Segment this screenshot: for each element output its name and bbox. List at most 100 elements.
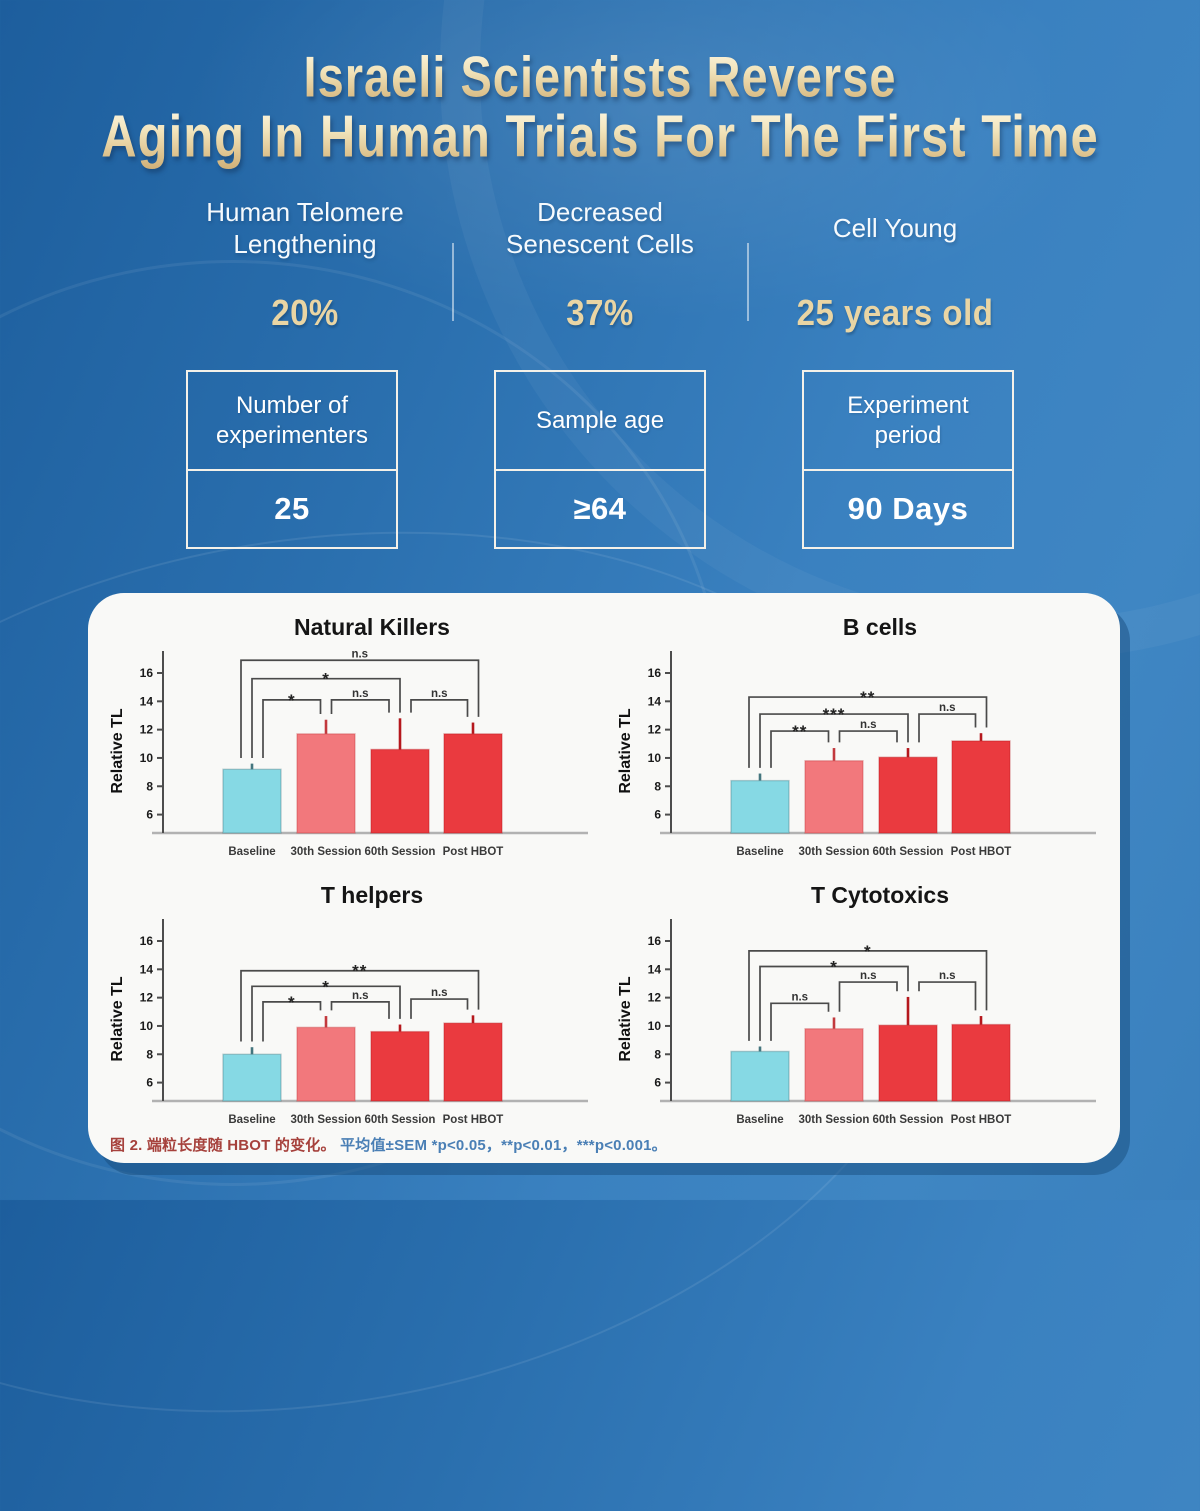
box-value: 90 Days: [804, 469, 1012, 547]
svg-text:14: 14: [140, 694, 154, 708]
stat-telomere-lengthening: Human Telomere Lengthening 20%: [159, 196, 452, 333]
box-label: Sample age: [535, 406, 665, 434]
svg-text:Relative TL: Relative TL: [109, 708, 126, 794]
key-stats-row: Human Telomere Lengthening 20% Decreased…: [120, 196, 1080, 333]
svg-text:n.s: n.s: [352, 688, 369, 700]
chart-t-cytotoxics: T Cytotoxics Relative TL 6 8 10 12 14 16 Baselin…: [604, 873, 1112, 1135]
box-value: 25: [188, 469, 396, 547]
svg-text:30th Session: 30th Session: [799, 846, 870, 858]
svg-text:B cells: B cells: [843, 614, 917, 640]
stat-divider: [746, 243, 749, 321]
svg-text:T helpers: T helpers: [321, 882, 423, 908]
svg-text:60th Session: 60th Session: [365, 1114, 436, 1126]
svg-text:8: 8: [146, 779, 153, 793]
svg-text:60th Session: 60th Session: [365, 846, 436, 858]
svg-text:30th Session: 30th Session: [291, 1114, 362, 1126]
svg-text:*: *: [864, 942, 872, 961]
svg-text:6: 6: [146, 1076, 153, 1090]
charts-panel: Natural Killers Relative TL 6 8 10 12 14 16 Base…: [88, 593, 1120, 1163]
svg-text:Post HBOT: Post HBOT: [443, 846, 504, 858]
box-number-of-experimenters: Number of experimenters 25: [186, 370, 398, 549]
svg-text:16: 16: [140, 934, 154, 948]
svg-text:**: **: [792, 722, 807, 741]
svg-text:6: 6: [146, 808, 153, 822]
box-value: ≥64: [496, 469, 704, 547]
svg-text:Natural Killers: Natural Killers: [294, 614, 450, 640]
svg-text:**: **: [860, 688, 875, 707]
svg-text:60th Session: 60th Session: [873, 846, 944, 858]
stat-senescent-cells: Decreased Senescent Cells 37%: [454, 196, 747, 333]
svg-text:10: 10: [648, 751, 662, 765]
svg-text:n.s: n.s: [431, 987, 448, 999]
box-experiment-period: Experiment period 90 Days: [802, 370, 1014, 549]
box-sample-age: Sample age ≥64: [494, 370, 706, 549]
stat-cell-young: Cell Young 25 years old: [749, 196, 1042, 333]
svg-text:n.s: n.s: [860, 970, 877, 982]
svg-text:14: 14: [648, 694, 662, 708]
stat-value: 20%: [271, 292, 339, 333]
figure-caption-label: 图 2. 端粒长度随 HBOT 的变化。: [110, 1137, 336, 1154]
svg-text:Baseline: Baseline: [228, 1114, 275, 1126]
stat-value: 37%: [566, 292, 634, 333]
bar-chart-svg: T helpers Relative TL 6 8 10 12 14 16 Baseline 30…: [109, 882, 588, 1126]
svg-text:12: 12: [140, 991, 154, 1005]
svg-text:Post HBOT: Post HBOT: [951, 1114, 1012, 1126]
svg-text:Baseline: Baseline: [228, 846, 275, 858]
figure-caption: 图 2. 端粒长度随 HBOT 的变化。 平均值±SEM *p<0.05，**p…: [110, 1134, 667, 1155]
svg-text:*: *: [830, 957, 838, 976]
svg-text:8: 8: [654, 1047, 661, 1061]
stat-label: Human Telomere Lengthening: [206, 197, 404, 259]
svg-text:***: ***: [823, 705, 846, 724]
svg-text:n.s: n.s: [939, 702, 956, 714]
svg-text:8: 8: [146, 1047, 153, 1061]
svg-text:n.s: n.s: [431, 688, 448, 700]
charts-grid: Natural Killers Relative TL 6 8 10 12 14 16 Base…: [96, 605, 1112, 1135]
svg-text:Baseline: Baseline: [736, 846, 783, 858]
chart-b-cells: B cells Relative TL 6 8 10 12 14 16 Baseline 30th…: [604, 605, 1112, 867]
box-label: Experiment period: [847, 391, 969, 449]
svg-text:n.s: n.s: [860, 719, 877, 731]
svg-text:**: **: [352, 962, 367, 981]
svg-text:Relative TL: Relative TL: [617, 976, 634, 1062]
stat-value: 25 years old: [796, 292, 994, 333]
figure-caption-stats: 平均值±SEM *p<0.05，**p<0.01，***p<0.001。: [340, 1137, 667, 1154]
svg-text:n.s: n.s: [939, 970, 956, 982]
chart-natural-killers: Natural Killers Relative TL 6 8 10 12 14 16 Base…: [96, 605, 604, 867]
title-line-1: Israeli Scientists Reverse: [303, 44, 897, 109]
svg-text:n.s: n.s: [791, 991, 808, 1003]
svg-text:Relative TL: Relative TL: [617, 708, 634, 794]
stat-label: Cell Young: [832, 213, 958, 244]
svg-text:Post HBOT: Post HBOT: [951, 846, 1012, 858]
svg-text:10: 10: [648, 1019, 662, 1033]
chart-t-helpers: T helpers Relative TL 6 8 10 12 14 16 Baseline 30…: [96, 873, 604, 1135]
svg-text:Post HBOT: Post HBOT: [443, 1114, 504, 1126]
bar-chart-svg: B cells Relative TL 6 8 10 12 14 16 Baseline 30th…: [617, 614, 1096, 858]
info-boxes-row: Number of experimenters 25 Sample age ≥6…: [0, 370, 1200, 549]
svg-text:8: 8: [654, 779, 661, 793]
svg-text:60th Session: 60th Session: [873, 1114, 944, 1126]
svg-text:*: *: [322, 670, 330, 689]
svg-text:n.s: n.s: [352, 990, 369, 1002]
svg-text:6: 6: [654, 1076, 661, 1090]
bar-chart-svg: T Cytotoxics Relative TL 6 8 10 12 14 16 Baselin…: [617, 882, 1096, 1126]
svg-text:30th Session: 30th Session: [291, 846, 362, 858]
svg-text:16: 16: [648, 934, 662, 948]
bar-chart-svg: Natural Killers Relative TL 6 8 10 12 14 16 Base…: [109, 614, 588, 858]
svg-text:12: 12: [648, 723, 662, 737]
page-title: Israeli Scientists Reverse Aging In Huma…: [0, 0, 1200, 168]
svg-text:12: 12: [648, 991, 662, 1005]
stat-label: Decreased Senescent Cells: [506, 197, 694, 259]
svg-text:14: 14: [140, 962, 154, 976]
svg-text:10: 10: [140, 1019, 154, 1033]
svg-text:T Cytotoxics: T Cytotoxics: [811, 882, 949, 908]
svg-text:Baseline: Baseline: [736, 1114, 783, 1126]
svg-text:10: 10: [140, 751, 154, 765]
svg-text:16: 16: [648, 666, 662, 680]
stat-divider: [451, 243, 454, 321]
svg-text:6: 6: [654, 808, 661, 822]
svg-text:*: *: [322, 977, 330, 996]
svg-text:12: 12: [140, 723, 154, 737]
svg-text:16: 16: [140, 666, 154, 680]
svg-text:*: *: [288, 993, 296, 1012]
